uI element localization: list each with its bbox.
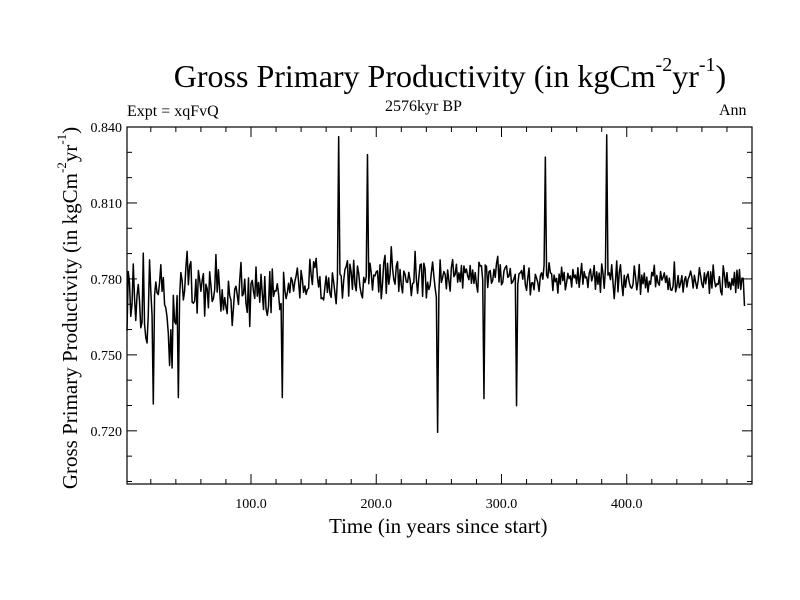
series-line-0 (126, 134, 746, 434)
x-tick-label: 400.0 (611, 497, 643, 512)
tick-layer: 100.0 200.0 300.0 400.0 0.720 0.750 0.780 0.810… (91, 121, 752, 512)
x-tick-label: 100.0 (235, 497, 267, 512)
y-tick-label: 0.840 (91, 121, 123, 136)
x-axis-label: Time (in years since start) (329, 514, 548, 538)
season-label: Ann (719, 102, 747, 119)
y-tick-label: 0.750 (91, 349, 123, 364)
y-tick-label: 0.810 (91, 197, 123, 212)
y-tick-label: 0.780 (91, 273, 123, 288)
y-tick-label: 0.720 (91, 425, 123, 440)
x-tick-label: 300.0 (486, 497, 518, 512)
series-layer (126, 134, 746, 434)
x-tick-label: 200.0 (360, 497, 392, 512)
chart-title: Gross Primary Productivity (in kgCm-2yr-… (173, 54, 727, 94)
chart-subtitle: 2576kyr BP (385, 98, 462, 115)
experiment-label: Expt = xqFvQ (127, 103, 219, 120)
plot-frame (126, 126, 753, 485)
